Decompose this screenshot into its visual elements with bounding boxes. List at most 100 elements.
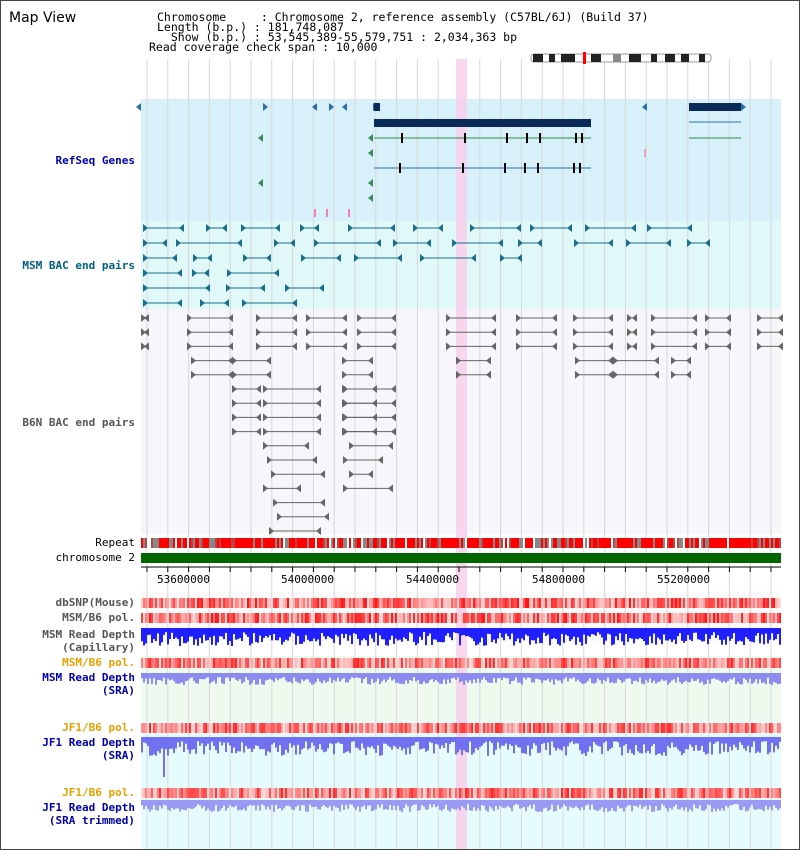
track-label-msm-depth-sra-1[interactable]: MSM Read Depth xyxy=(42,671,135,684)
read-depth-bar xyxy=(387,737,389,746)
repeat-segment xyxy=(451,538,453,548)
polymorphism-cell xyxy=(539,658,541,668)
repeat-segment xyxy=(727,538,729,548)
read-depth-bar xyxy=(499,673,501,679)
track-label-chromosome[interactable]: chromosome 2 xyxy=(55,551,135,564)
read-depth-bar xyxy=(443,800,445,809)
read-depth-bar xyxy=(313,628,315,639)
polymorphism-cell xyxy=(771,723,773,733)
polymorphism-cell xyxy=(595,723,597,733)
polymorphism-cell xyxy=(697,788,699,798)
read-depth-bar xyxy=(487,737,489,756)
polymorphism-cell xyxy=(277,658,279,668)
read-depth-bar xyxy=(347,800,349,809)
read-depth-bar xyxy=(531,800,533,809)
track-label-jf1-b6-pol-1[interactable]: JF1/B6 pol. xyxy=(62,721,135,734)
repeat-segment xyxy=(341,538,343,548)
read-depth-bar xyxy=(507,737,509,750)
repeat-segment xyxy=(573,538,575,548)
read-depth-bar xyxy=(407,800,409,807)
read-depth-bar xyxy=(475,737,477,749)
repeat-segment xyxy=(415,538,417,548)
read-depth-bar xyxy=(425,628,427,646)
repeat-segment xyxy=(603,538,605,548)
read-depth-bar xyxy=(289,800,291,807)
track-label-b6n-bac[interactable]: B6N BAC end pairs xyxy=(22,416,135,429)
feature-arrow xyxy=(316,385,321,393)
repeat-segment xyxy=(455,538,457,548)
polymorphism-cell xyxy=(343,658,345,668)
polymorphism-cell xyxy=(469,598,471,608)
read-depth-bar xyxy=(779,673,781,684)
read-depth-bar xyxy=(223,800,225,806)
polymorphism-cell xyxy=(361,613,363,623)
polymorphism-cell xyxy=(447,613,449,623)
read-depth-bar xyxy=(675,737,677,747)
track-label-jf1-depth-trim-1[interactable]: JF1 Read Depth xyxy=(42,801,135,814)
track-label-msm-b6-pol-2[interactable]: MSM/B6 pol. xyxy=(62,656,135,669)
track-label-jf1-depth-sra-1[interactable]: JF1 Read Depth xyxy=(42,736,135,749)
feature-arrow xyxy=(654,370,659,379)
track-label-msm-depth-capillary-1[interactable]: MSM Read Depth xyxy=(42,628,135,641)
polymorphism-cell xyxy=(151,598,153,608)
polymorphism-cell xyxy=(773,613,775,623)
polymorphism-cell xyxy=(373,613,375,623)
feature-arrow xyxy=(162,239,167,247)
polymorphism-cell xyxy=(351,613,353,623)
polymorphism-cell xyxy=(291,613,293,623)
read-depth-bar xyxy=(567,628,569,636)
read-depth-bar xyxy=(533,673,535,683)
read-depth-bar xyxy=(431,737,433,744)
polymorphism-cell xyxy=(267,613,269,623)
read-depth-bar xyxy=(143,673,145,683)
track-label-refseq-genes[interactable]: RefSeq Genes xyxy=(55,154,135,167)
polymorphism-cell xyxy=(567,598,569,608)
feature-arrow xyxy=(316,427,321,436)
polymorphism-cell xyxy=(507,598,509,608)
repeat-segment xyxy=(153,538,155,548)
track-label-msm-b6-pol-1[interactable]: MSM/B6 pol. xyxy=(62,611,135,624)
feature-arrow xyxy=(143,299,148,307)
polymorphism-cell xyxy=(273,723,275,733)
read-depth-bar xyxy=(493,800,495,812)
read-depth-bar xyxy=(437,737,439,745)
read-depth-bar xyxy=(773,673,775,682)
read-depth-bar xyxy=(251,800,253,806)
track-label-dbsnp[interactable]: dbSNP(Mouse) xyxy=(55,596,135,609)
polymorphism-cell xyxy=(523,723,525,733)
repeat-segment xyxy=(251,538,253,548)
polymorphism-cell xyxy=(637,598,639,608)
read-depth-bar xyxy=(621,673,623,683)
read-depth-bar xyxy=(707,673,709,680)
read-depth-bar xyxy=(775,673,777,683)
repeat-segment xyxy=(163,538,165,548)
track-label-repeat[interactable]: Repeat xyxy=(95,536,135,549)
read-depth-bar xyxy=(401,737,403,751)
polymorphism-cell xyxy=(439,613,441,623)
feature-arrow xyxy=(191,370,196,379)
read-depth-bar xyxy=(533,737,535,744)
read-depth-bar xyxy=(175,628,177,638)
feature-arrow xyxy=(376,239,381,247)
feature-arrow xyxy=(179,224,184,232)
read-depth-bar xyxy=(517,673,519,683)
polymorphism-cell xyxy=(703,613,705,623)
read-depth-bar xyxy=(539,800,541,812)
repeat-segment xyxy=(671,538,673,548)
polymorphism-cell xyxy=(255,598,257,608)
polymorphism-cell xyxy=(211,598,213,608)
repeat-segment xyxy=(629,538,631,548)
polymorphism-cell xyxy=(367,788,369,798)
polymorphism-cell xyxy=(519,613,521,623)
polymorphism-cell xyxy=(455,598,457,608)
polymorphism-cell xyxy=(411,723,413,733)
track-label-msm-bac[interactable]: MSM BAC end pairs xyxy=(22,259,135,272)
repeat-segment xyxy=(445,538,447,548)
read-depth-bar xyxy=(431,628,433,645)
track-label-jf1-b6-pol-2[interactable]: JF1/B6 pol. xyxy=(62,786,135,799)
polymorphism-cell xyxy=(621,658,623,668)
read-depth-bar xyxy=(567,737,569,747)
polymorphism-cell xyxy=(277,723,279,733)
read-depth-bar xyxy=(369,737,371,748)
